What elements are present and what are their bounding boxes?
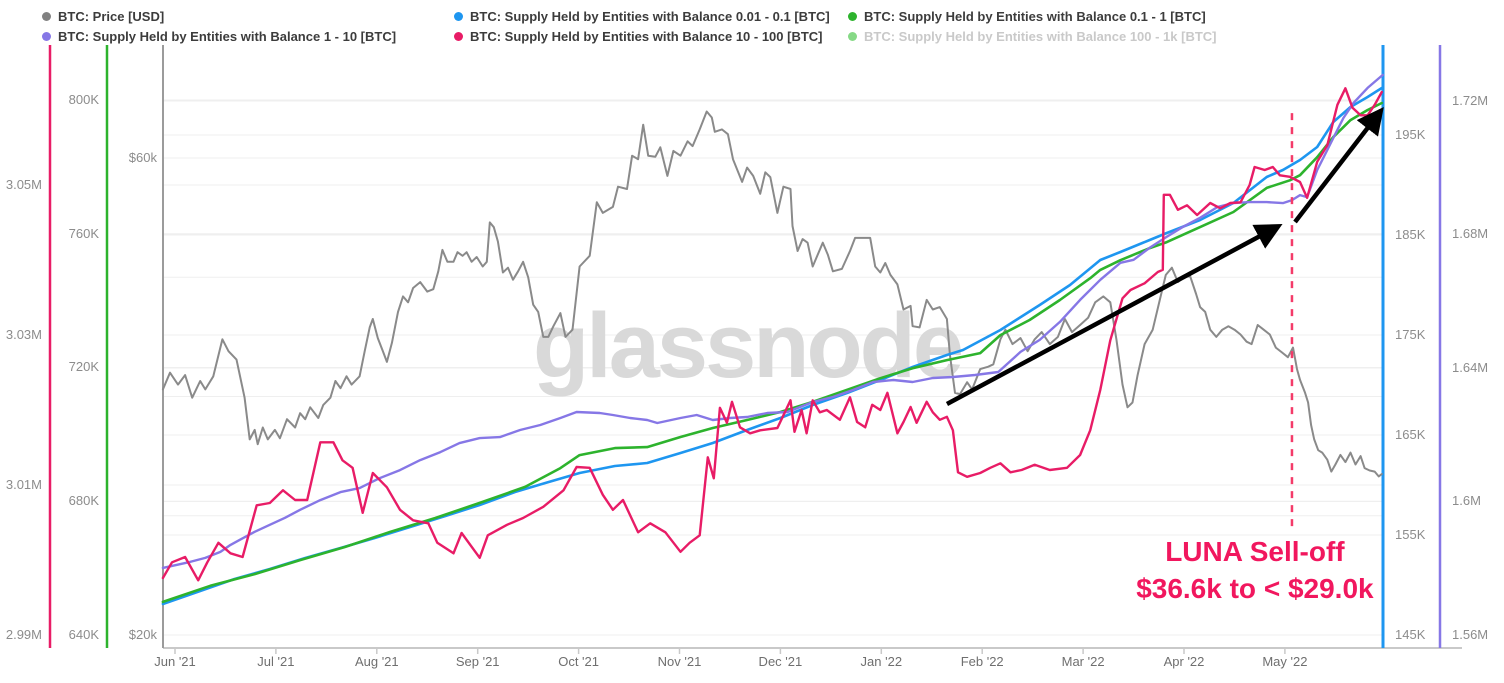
series-line-supply_01_1 — [161, 101, 1384, 604]
axis-tick-label: 1.56M — [1452, 626, 1489, 642]
gridlines — [163, 99, 1383, 636]
series-line-supply_10_100 — [161, 87, 1384, 582]
legend-item-toggle[interactable]: BTC: Supply Held by Entities with Balanc… — [42, 26, 396, 46]
legend-color-dot-icon — [848, 11, 857, 21]
axis-tick-label: 155K — [1395, 527, 1426, 542]
legend-color-dot-icon — [42, 31, 51, 41]
x-axis-month-label: Apr '22 — [1163, 654, 1205, 669]
axis-tick-label: 1.64M — [1452, 359, 1489, 375]
axis-tick-label: 720K — [68, 359, 99, 375]
luna-annotation-subtitle: $36.6k to < $29.0k — [1136, 573, 1374, 604]
legend-item-label: BTC: Supply Held by Entities with Balanc… — [864, 28, 1217, 44]
x-axis-month-label: Jul '21 — [257, 654, 295, 669]
legend-item-label: BTC: Supply Held by Entities with Balanc… — [470, 8, 830, 24]
axis-tick-label: 185K — [1395, 227, 1426, 242]
legend-color-dot-icon — [454, 11, 463, 21]
axis-tick-label: 800K — [68, 92, 99, 107]
legend-item-toggle[interactable]: BTC: Supply Held by Entities with Balanc… — [848, 26, 1217, 46]
x-axis-month-label: Dec '21 — [758, 654, 803, 669]
legend-item-toggle[interactable]: BTC: Supply Held by Entities with Balanc… — [454, 6, 830, 26]
legend-color-dot-icon — [42, 11, 51, 21]
legend-item-label: BTC: Price [USD] — [58, 8, 165, 24]
x-axis-month-label: Oct '21 — [558, 654, 599, 669]
legend-item-label: BTC: Supply Held by Entities with Balanc… — [470, 28, 823, 44]
legend-item-label: BTC: Supply Held by Entities with Balanc… — [58, 28, 397, 44]
axis-tick-label: 3.05M — [5, 177, 42, 193]
x-axis-month-label: Jun '21 — [154, 654, 196, 669]
legend-item-toggle[interactable]: BTC: Supply Held by Entities with Balanc… — [454, 26, 823, 46]
legend-row: BTC: Supply Held by Entities with Balanc… — [0, 26, 1504, 46]
legend-item-toggle[interactable]: BTC: Supply Held by Entities with Balanc… — [848, 6, 1206, 26]
legend-row: BTC: Price [USD] BTC: Supply Held by Enti… — [0, 6, 1504, 26]
trend-arrow — [1293, 107, 1384, 224]
x-axis-month-label: Jan '22 — [860, 654, 903, 669]
axis-tick-label: 1.68M — [1452, 226, 1489, 242]
x-axis-month-label: Mar '22 — [1061, 654, 1105, 669]
series-line-price_usd — [161, 110, 1383, 478]
axis-tick-label: $20k — [128, 627, 157, 642]
x-axis-month-label: Aug '21 — [354, 654, 399, 669]
axis-tick-label: 165K — [1395, 427, 1426, 442]
legend-color-dot-icon — [454, 31, 463, 41]
legend: BTC: Price [USD] BTC: Supply Held by Enti… — [0, 6, 1504, 46]
axis-tick-label: $60k — [128, 150, 157, 166]
legend-item-toggle[interactable]: BTC: Price [USD] — [42, 6, 164, 26]
axis-tick-label: 3.01M — [5, 477, 42, 493]
axis-tick-label: 680K — [68, 493, 99, 509]
legend-color-dot-icon — [848, 31, 857, 41]
axis-tick-label: 145K — [1395, 627, 1426, 642]
x-axis-month-label: Feb '22 — [960, 654, 1004, 669]
axis-tick-label: 195K — [1395, 127, 1426, 142]
axis-tick-label: 640K — [68, 626, 99, 642]
axis-tick-label: 3.03M — [5, 327, 42, 343]
legend-item-label: BTC: Supply Held by Entities with Balanc… — [864, 8, 1206, 24]
axis-tick-label: 2.99M — [5, 627, 42, 643]
axis-tick-label: 175K — [1395, 327, 1426, 342]
x-axis-month-label: Nov '21 — [657, 654, 702, 669]
luna-annotation-title: LUNA Sell-off — [1165, 536, 1345, 567]
x-axis-month-label: Sep '21 — [455, 654, 500, 669]
axis-tick-label: 1.72M — [1452, 92, 1489, 108]
glassnode-watermark: glassnode — [533, 295, 962, 397]
axis-tick-label: 1.6M — [1452, 493, 1481, 509]
trend-arrow — [945, 224, 1283, 407]
x-axis-month-label: May '22 — [1262, 654, 1308, 669]
axis-tick-label: 760K — [68, 225, 99, 241]
